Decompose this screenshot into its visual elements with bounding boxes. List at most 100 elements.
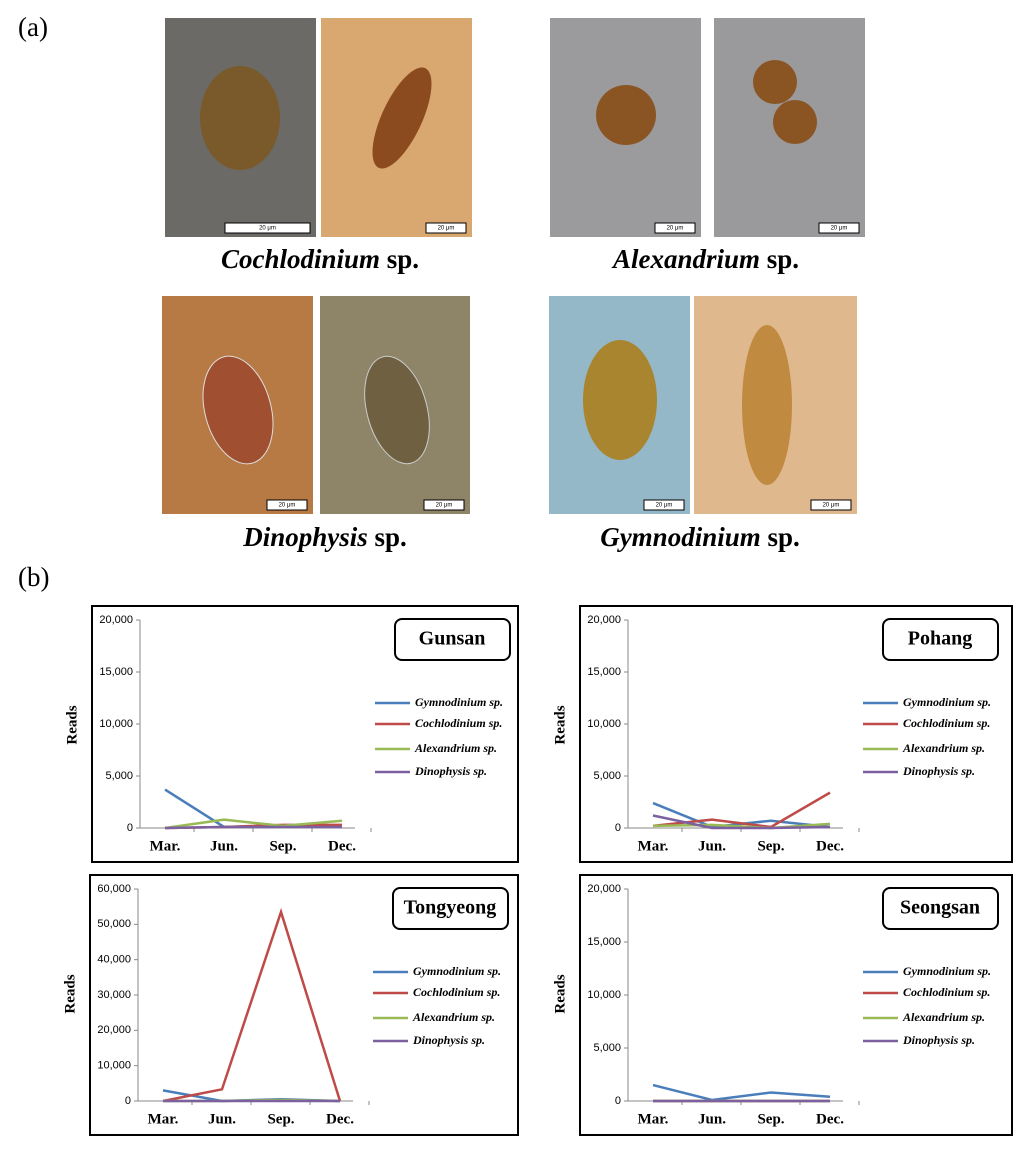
y-tick-label: 5,000	[105, 770, 133, 782]
x-tick-label: Jun.	[698, 838, 726, 854]
y-axis-label: Reads	[64, 705, 80, 744]
legend-label: Gymnodinium sp.	[415, 695, 503, 709]
scale-label: 20 μm	[436, 503, 453, 509]
y-tick-label: 0	[127, 822, 133, 834]
cell	[202, 355, 274, 465]
scale-bar	[818, 222, 860, 234]
x-tick-label: Dec.	[816, 838, 844, 854]
legend-label: Alexandrium sp.	[414, 741, 497, 755]
y-tick-label: 10,000	[97, 1060, 131, 1072]
photo-caption: Gymnodinium sp.	[600, 522, 800, 552]
legend-label: Dinophysis sp.	[412, 1033, 485, 1047]
legend-label: Alexandrium sp.	[412, 1010, 495, 1024]
x-tick-label: Mar.	[638, 838, 669, 854]
cell	[583, 340, 657, 460]
scale-bar	[643, 499, 685, 511]
photo-caption: Alexandrium sp.	[611, 244, 799, 274]
x-tick-label: Mar.	[148, 1111, 179, 1127]
genus: Dinophysis	[242, 522, 368, 552]
x-tick-label: Sep.	[269, 838, 296, 854]
x-tick-label: Mar.	[150, 838, 181, 854]
y-axis-label: Reads	[62, 974, 78, 1013]
scale-bar	[654, 222, 696, 234]
title-box	[882, 887, 999, 930]
chart-title: Tongyeong	[404, 897, 497, 919]
scale-label: 20 μm	[279, 503, 296, 509]
cell	[773, 100, 817, 144]
y-tick-label: 10,000	[587, 989, 621, 1001]
y-tick-label: 10,000	[587, 718, 621, 730]
scale-bar	[224, 222, 311, 234]
x-tick-label: Sep.	[757, 838, 784, 854]
cell	[753, 60, 797, 104]
genus: Cochlodinium	[221, 244, 380, 274]
scale-bar	[266, 499, 308, 511]
legend-label: Cochlodinium sp.	[903, 716, 990, 730]
x-tick-label: Jun.	[210, 838, 238, 854]
y-tick-label: 15,000	[587, 666, 621, 678]
series-line	[164, 818, 343, 830]
y-tick-label: 0	[615, 1095, 621, 1107]
rank: sp.	[375, 522, 407, 552]
y-tick-label: 20,000	[587, 883, 621, 895]
legend-label: Gymnodinium sp.	[903, 964, 991, 978]
y-tick-label: 5,000	[593, 770, 621, 782]
y-tick-label: 20,000	[587, 614, 621, 626]
chart-title: Pohang	[908, 628, 972, 650]
cell	[364, 355, 430, 465]
cell	[200, 66, 280, 170]
rank: sp.	[767, 244, 799, 274]
y-tick-label: 40,000	[97, 954, 131, 966]
photo-caption: Cochlodinium sp.	[221, 244, 419, 274]
scale-label: 20 μm	[823, 503, 840, 509]
legend-label: Gymnodinium sp.	[903, 695, 991, 709]
photos	[162, 18, 865, 514]
series-line	[162, 907, 342, 1103]
x-tick-label: Dec.	[328, 838, 356, 854]
y-tick-label: 0	[125, 1095, 131, 1107]
title-box	[882, 618, 999, 661]
title-box	[392, 887, 509, 930]
legend-label: Dinophysis sp.	[902, 764, 975, 778]
genus: Gymnodinium	[600, 522, 761, 552]
genus: Alexandrium	[611, 244, 760, 274]
y-tick-label: 50,000	[97, 918, 131, 930]
x-tick-label: Jun.	[698, 1111, 726, 1127]
y-tick-label: 60,000	[97, 883, 131, 895]
legend-label: Cochlodinium sp.	[903, 985, 990, 999]
x-tick-label: Mar.	[638, 1111, 669, 1127]
y-tick-label: 15,000	[99, 666, 133, 678]
y-tick-label: 5,000	[593, 1042, 621, 1054]
y-axis-label: Reads	[552, 705, 568, 744]
y-tick-label: 20,000	[97, 1024, 131, 1036]
x-tick-label: Jun.	[208, 1111, 236, 1127]
series-line	[652, 1083, 831, 1102]
y-tick-label: 30,000	[97, 989, 131, 1001]
legend-label: Cochlodinium sp.	[413, 985, 500, 999]
y-tick-label: 15,000	[587, 936, 621, 948]
legend-label: Alexandrium sp.	[902, 1010, 985, 1024]
x-tick-label: Dec.	[326, 1111, 354, 1127]
scale-label: 20 μm	[259, 226, 276, 232]
scale-bar	[810, 499, 852, 511]
cell	[372, 67, 432, 169]
scale-label: 20 μm	[656, 503, 673, 509]
scale-label: 20 μm	[831, 226, 848, 232]
x-tick-label: Sep.	[267, 1111, 294, 1127]
x-tick-label: Sep.	[757, 1111, 784, 1127]
scale-bar	[425, 222, 467, 234]
rank: sp.	[768, 522, 800, 552]
panel-label: (b)	[18, 562, 49, 592]
chart-title: Seongsan	[900, 897, 980, 919]
series-line	[652, 822, 831, 830]
rank: sp.	[387, 244, 419, 274]
legend-label: Gymnodinium sp.	[413, 964, 501, 978]
title-box	[394, 618, 511, 661]
legend-label: Dinophysis sp.	[902, 1033, 975, 1047]
cell	[596, 85, 656, 145]
scale-label: 20 μm	[667, 226, 684, 232]
y-tick-label: 10,000	[99, 718, 133, 730]
chart-title: Gunsan	[419, 628, 486, 650]
panel-label: (a)	[18, 12, 48, 42]
